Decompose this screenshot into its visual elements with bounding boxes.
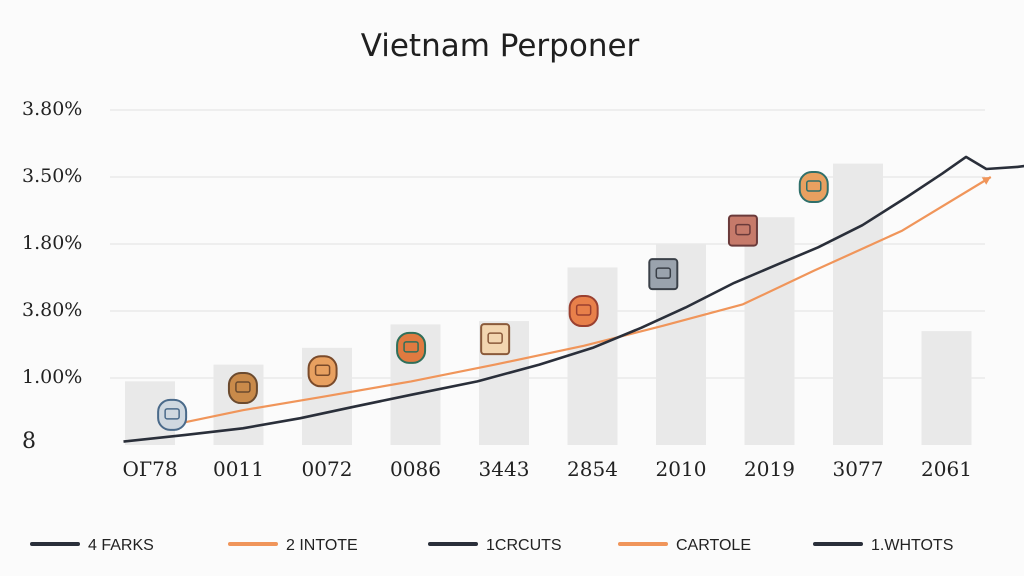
- y-tick-label: 1.00%: [22, 366, 82, 388]
- x-tick-label: 0011: [213, 457, 264, 481]
- x-tick-label: 3443: [479, 457, 530, 481]
- y-tick-label: 3.80%: [22, 299, 82, 321]
- legend-label: 1.WHTOTS: [871, 537, 953, 554]
- x-tick-label: 3077: [833, 457, 884, 481]
- legend-label: 4 FARKS: [88, 537, 154, 554]
- figure-icon: [798, 171, 829, 204]
- x-tick-label: 2010: [656, 457, 707, 481]
- document-icon: [480, 323, 511, 356]
- legend-label: 2 INTOTE: [286, 537, 358, 554]
- legend-label: CARTOLE: [676, 537, 751, 554]
- y-tick-label: 3.80%: [22, 98, 82, 120]
- bell-icon: [568, 295, 599, 327]
- device-icon: [648, 258, 679, 291]
- bar: [833, 163, 883, 445]
- arrowhead: [981, 177, 991, 185]
- y-tick-label: 8: [22, 429, 36, 454]
- bar: [921, 331, 972, 445]
- series-line-dark-trend: [123, 155, 1024, 443]
- y-tick-label: 3.50%: [22, 165, 82, 187]
- bar: [567, 267, 618, 445]
- shield-icon: [307, 355, 338, 388]
- chest-icon: [727, 214, 758, 247]
- x-tick-label: 2019: [744, 457, 795, 481]
- x-tick-label: 2061: [921, 457, 972, 481]
- y-tick-label: 1.80%: [22, 232, 82, 254]
- series-line-orange-trend: [171, 176, 992, 426]
- x-tick-label: 0086: [390, 457, 441, 481]
- x-tick-label: 0072: [302, 457, 353, 481]
- gear-badge-icon: [157, 398, 188, 431]
- x-tick-label: 2854: [567, 457, 618, 481]
- pot-icon: [227, 372, 258, 405]
- jar-icon: [396, 331, 427, 364]
- x-tick-label: OГ78: [122, 457, 177, 481]
- legend-label: 1CRCUTS: [486, 537, 562, 554]
- bar: [744, 217, 795, 445]
- chart-title: Vietnam Perponer: [360, 28, 640, 64]
